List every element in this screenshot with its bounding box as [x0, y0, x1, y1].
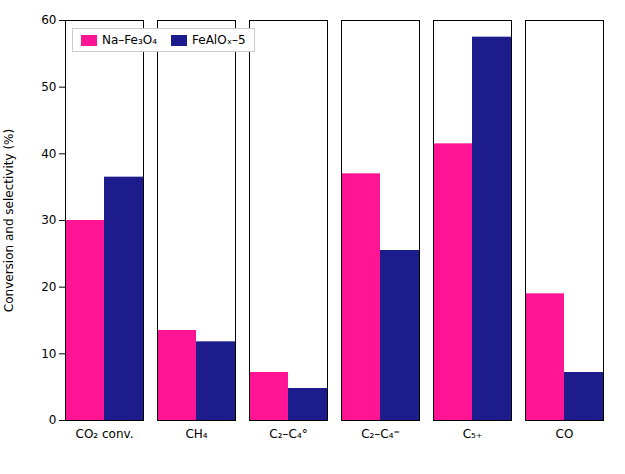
html-text:FeAlOₓ–5: FeAlOₓ–5	[192, 33, 246, 47]
svg-text:CO₂ conv.: CO₂ conv.	[76, 427, 134, 441]
svg-text:CH₄: CH₄	[185, 427, 207, 441]
svg-text:60: 60	[41, 13, 56, 27]
svg-text:30: 30	[41, 213, 56, 227]
svg-text:CO: CO	[556, 427, 574, 441]
svg-text:C₅₊: C₅₊	[463, 427, 483, 441]
html-text:Na–Fe₃O₄: Na–Fe₃O₄	[102, 33, 157, 47]
svg-text:C₂–C₄°: C₂–C₄°	[269, 427, 307, 441]
svg-text:C₂–C₄⁼: C₂–C₄⁼	[361, 427, 400, 441]
svg-text:50: 50	[41, 80, 56, 94]
svg-text:10: 10	[41, 347, 56, 361]
svg-text:Conversion and selectivity (%): Conversion and selectivity (%)	[2, 129, 16, 312]
svg-text:40: 40	[41, 147, 56, 161]
svg-text:0: 0	[49, 413, 57, 427]
svg-text:20: 20	[41, 280, 56, 294]
